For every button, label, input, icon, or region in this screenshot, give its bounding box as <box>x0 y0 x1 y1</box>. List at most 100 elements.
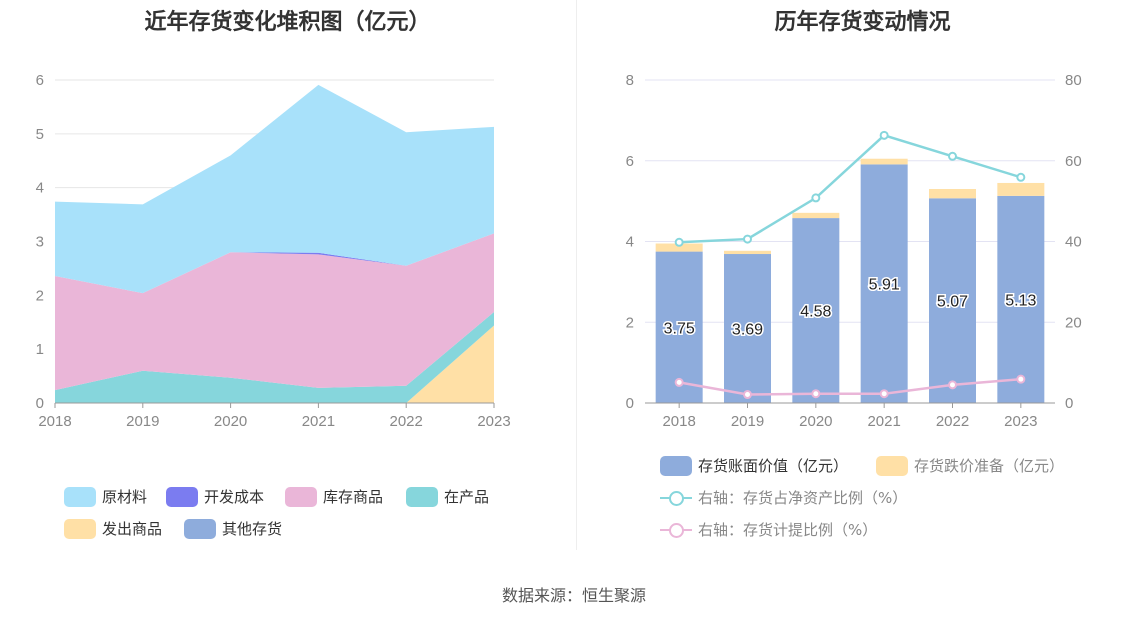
x-tick-label: 2020 <box>214 413 247 430</box>
right-chart-panel: 历年存货变动情况 0 0 2 20 4 40 6 60 8 80 3.75 3.69 4.58 5.91 5… <box>577 0 1148 560</box>
bar-book-value <box>929 198 976 403</box>
line-point <box>1016 374 1026 384</box>
legend-swatch <box>876 455 908 476</box>
y-tick-label: 8 <box>626 72 634 89</box>
bar-book-value <box>792 218 840 403</box>
bar-data-label: 4.58 <box>800 304 831 321</box>
y-tick-label: 1 <box>36 341 44 358</box>
bar-data-label: 3.69 <box>732 322 763 339</box>
line-point <box>879 389 889 399</box>
line-point <box>674 377 684 387</box>
line-point <box>811 389 821 399</box>
y-tick-label: 4 <box>36 180 44 197</box>
legend-label: 原材料 <box>102 488 148 506</box>
y-tick-label: 4 <box>626 234 634 251</box>
y2-tick-label: 0 <box>1065 395 1073 412</box>
y-tick-label: 6 <box>626 153 634 170</box>
legend-item-在产品[interactable]: 在产品 <box>406 486 489 507</box>
bar-book-value <box>655 251 703 403</box>
legend-swatch <box>660 520 692 540</box>
area-发出商品 <box>55 325 494 403</box>
legend-swatch <box>64 518 96 539</box>
legend-item-开发成本[interactable]: 开发成本 <box>166 486 264 507</box>
x-tick-label: 2018 <box>662 413 695 430</box>
y-tick-label: 5 <box>36 126 44 143</box>
y-tick-label: 0 <box>36 395 44 412</box>
legend-item-存货账面价值（亿元）[interactable]: 存货账面价值（亿元） <box>660 455 848 476</box>
legend-swatch <box>184 518 216 539</box>
legend-label: 右轴：存货占净资产比例（%） <box>698 489 908 507</box>
legend-label: 其他存货 <box>222 520 283 538</box>
bar-reserve <box>929 189 976 199</box>
legend-item-其他存货[interactable]: 其他存货 <box>184 518 282 539</box>
legend-swatch <box>285 486 317 507</box>
legend-item-原材料[interactable]: 原材料 <box>64 486 147 507</box>
x-tick-label: 2022 <box>936 413 969 430</box>
x-tick-label: 2023 <box>1004 413 1037 430</box>
legend-label: 库存商品 <box>323 488 384 506</box>
legend-label: 在产品 <box>444 488 490 506</box>
area-库存商品 <box>55 233 494 391</box>
legend-label: 存货跌价准备（亿元） <box>914 457 1065 475</box>
line-point <box>948 151 957 161</box>
data-source: 数据来源：恒生聚源 <box>501 586 646 605</box>
line-point <box>879 130 889 140</box>
y-tick-label: 0 <box>626 395 634 412</box>
y-tick-label: 6 <box>36 72 44 89</box>
legend-swatch <box>64 486 96 507</box>
bar-reserve <box>655 243 703 252</box>
line-point <box>948 380 957 390</box>
y-tick-label: 2 <box>626 314 634 331</box>
legend-item-发出商品[interactable]: 发出商品 <box>64 518 162 539</box>
y2-tick-label: 60 <box>1065 153 1082 170</box>
line-provision-ratio <box>678 377 1021 396</box>
bar-data-label: 5.07 <box>937 294 968 311</box>
x-tick-label: 2022 <box>390 413 423 430</box>
x-tick-label: 2023 <box>477 413 510 430</box>
line-point <box>1016 172 1026 182</box>
right-chart-title: 历年存货变动情况 <box>774 10 951 35</box>
inventory-bar-chart: 0 0 2 20 4 40 6 60 8 80 3.75 3.69 4.58 5.91 5.07 5.13 20… <box>626 72 1082 430</box>
bar-reserve <box>724 250 771 255</box>
left-chart-panel: 近年存货变化堆积图（亿元） 0 1 2 3 4 5 6 2018 2019 2020 2021 202… <box>0 0 575 560</box>
x-tick-label: 2019 <box>126 413 159 430</box>
bar-reserve <box>997 182 1045 196</box>
left-chart-title: 近年存货变化堆积图（亿元） <box>144 10 431 35</box>
bar-data-label: 3.75 <box>664 320 695 337</box>
x-tick-label: 2019 <box>731 413 764 430</box>
bar-book-value <box>724 254 771 403</box>
line-point <box>811 193 821 203</box>
bar-reserve <box>860 158 908 165</box>
y2-tick-label: 80 <box>1065 72 1082 89</box>
y-tick-label: 3 <box>36 234 44 251</box>
legend-label: 右轴：存货计提比例（%） <box>698 521 878 539</box>
line-ratio-net-assets <box>679 133 1022 244</box>
panel-divider <box>576 0 577 550</box>
legend-swatch <box>660 455 692 476</box>
bar-book-value <box>997 195 1045 403</box>
stacked-area-chart: 0 1 2 3 4 5 6 2018 2019 2020 2021 2022 2023 <box>36 72 511 430</box>
x-tick-label: 2021 <box>302 413 335 430</box>
y-tick-label: 2 <box>36 287 44 304</box>
y2-tick-label: 20 <box>1065 314 1082 331</box>
y2-tick-label: 40 <box>1065 234 1082 251</box>
legend-swatch <box>660 488 692 508</box>
legend-item-右轴：存货计提比例（%）[interactable]: 右轴：存货计提比例（%） <box>660 519 877 540</box>
legend-item-右轴：存货占净资产比例（%）[interactable]: 右轴：存货占净资产比例（%） <box>660 487 907 508</box>
legend-swatch <box>166 486 198 507</box>
legend-swatch <box>406 486 438 507</box>
legend-item-存货跌价准备（亿元）[interactable]: 存货跌价准备（亿元） <box>876 455 1064 476</box>
legend-item-库存商品[interactable]: 库存商品 <box>285 486 383 507</box>
legend-label: 开发成本 <box>204 488 265 506</box>
area-在产品 <box>55 312 494 403</box>
legend-label: 发出商品 <box>102 520 163 538</box>
line-point <box>743 234 752 244</box>
x-tick-label: 2021 <box>867 413 900 430</box>
bar-data-label: 5.13 <box>1005 292 1036 309</box>
bar-book-value <box>860 164 908 403</box>
x-tick-label: 2018 <box>38 413 71 430</box>
legend-label: 存货账面价值（亿元） <box>698 457 849 475</box>
line-point <box>674 237 684 247</box>
line-point <box>743 390 752 400</box>
area-原材料 <box>55 84 494 294</box>
